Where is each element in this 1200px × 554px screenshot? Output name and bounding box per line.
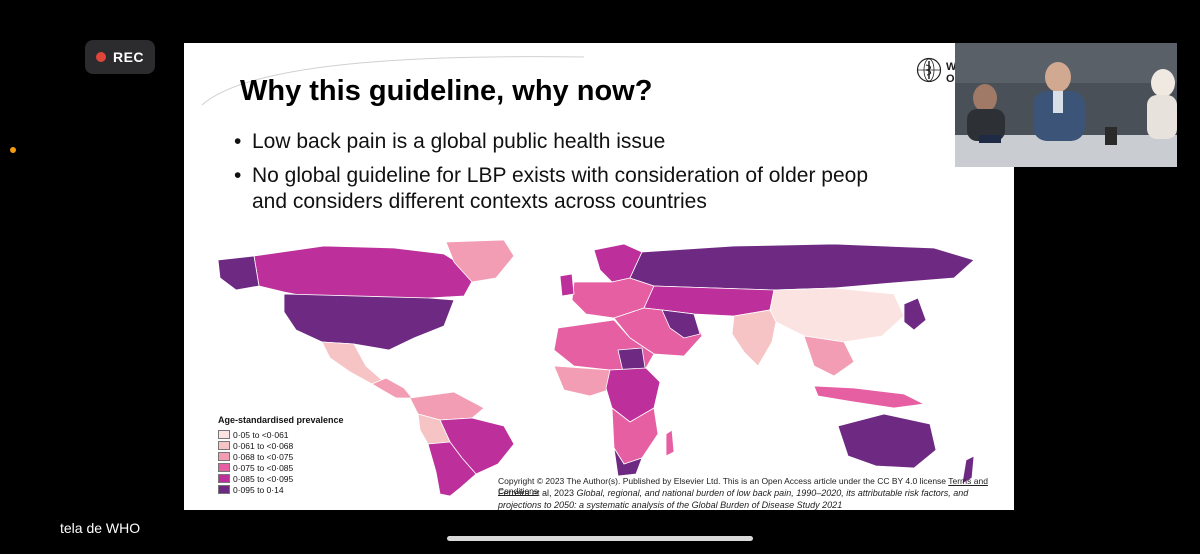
legend-swatch xyxy=(218,430,230,439)
citation: Ferreira et al, 2023 Global, regional, a… xyxy=(498,487,998,510)
map-region-south-africa xyxy=(613,447,643,477)
notification-dot-icon xyxy=(10,147,16,153)
map-region-iran xyxy=(661,309,701,339)
map-region-central-america xyxy=(371,377,413,399)
legend-swatch xyxy=(218,452,230,461)
home-indicator[interactable] xyxy=(447,536,753,541)
map-region-india xyxy=(731,309,777,367)
map-region-mexico xyxy=(321,341,383,385)
map-region-madagascar xyxy=(665,429,675,457)
map-region-indonesia xyxy=(813,385,926,409)
legend-swatch xyxy=(218,441,230,450)
map-region-greenland xyxy=(445,239,515,283)
legend-item: 0·061 to <0·068 xyxy=(218,440,344,451)
map-region-west-africa xyxy=(553,365,615,397)
bullet-item: • Low back pain is a global public health… xyxy=(234,130,666,153)
record-dot-icon xyxy=(95,52,106,62)
map-region-australia xyxy=(837,413,937,469)
participant-video[interactable] xyxy=(955,43,1177,167)
recording-indicator[interactable]: REC xyxy=(85,40,155,74)
map-region-japan-korea xyxy=(903,297,927,331)
map-region-uk xyxy=(559,273,575,297)
terms-link[interactable]: Terms and Conditions xyxy=(498,476,988,496)
copyright-text: Copyright © 2023 The Author(s). Publishe… xyxy=(498,476,947,486)
bullet-item: • No global guideline for LBP exists with… xyxy=(234,164,868,213)
legend-label: 0·05 to <0·061 xyxy=(233,429,289,440)
legend-label: 0·061 to <0·068 xyxy=(233,440,294,451)
legend-swatch xyxy=(218,485,230,494)
bullet-list: • Low back pain is a global public health… xyxy=(234,129,1014,223)
legend-swatch xyxy=(218,474,230,483)
slide-title: Why this guideline, why now? xyxy=(240,75,653,107)
legend-item: 0·075 to <0·085 xyxy=(218,462,344,473)
map-region-alaska xyxy=(217,255,260,291)
legend-item: 0·095 to 0·14 xyxy=(218,484,344,495)
map-legend: Age-standardised prevalence 0·05 to <0·0… xyxy=(218,415,344,495)
legend-item: 0·085 to <0·095 xyxy=(218,473,344,484)
legend-item: 0·068 to <0·075 xyxy=(218,451,344,462)
who-logo-icon xyxy=(916,57,942,83)
shared-slide: Why this guideline, why now? W Or • Low b… xyxy=(184,43,1014,510)
legend-label: 0·075 to <0·085 xyxy=(233,462,294,473)
video-feed-image xyxy=(955,43,1177,167)
citation-title: Global, regional, and national burden of… xyxy=(498,488,969,510)
map-region-southeast-asia xyxy=(803,335,855,377)
map-region-usa xyxy=(283,293,455,351)
rec-label: REC xyxy=(112,49,145,65)
legend-label: 0·068 to <0·075 xyxy=(233,451,294,462)
map-region-southern-cone xyxy=(427,441,477,497)
legend-item: 0·05 to <0·061 xyxy=(218,429,344,440)
decorative-arc xyxy=(201,56,585,106)
legend-label: 0·085 to <0·095 xyxy=(233,473,294,484)
legend-label: 0·095 to 0·14 xyxy=(233,484,284,495)
legend-swatch xyxy=(218,463,230,472)
citation-prefix: Ferreira et al, 2023 xyxy=(498,488,577,498)
map-region-russia xyxy=(629,243,975,291)
world-prevalence-map xyxy=(217,239,975,497)
bullet-text: Low back pain is a global public health … xyxy=(252,130,666,153)
map-region-china xyxy=(769,287,905,343)
map-region-new-zealand xyxy=(961,455,975,485)
legend-title: Age-standardised prevalence xyxy=(218,415,344,425)
bullet-text: No global guideline for LBP exists with … xyxy=(252,164,868,213)
screen-share-label: tela de WHO xyxy=(60,520,141,536)
copyright-notice: Copyright © 2023 The Author(s). Publishe… xyxy=(498,476,1014,496)
